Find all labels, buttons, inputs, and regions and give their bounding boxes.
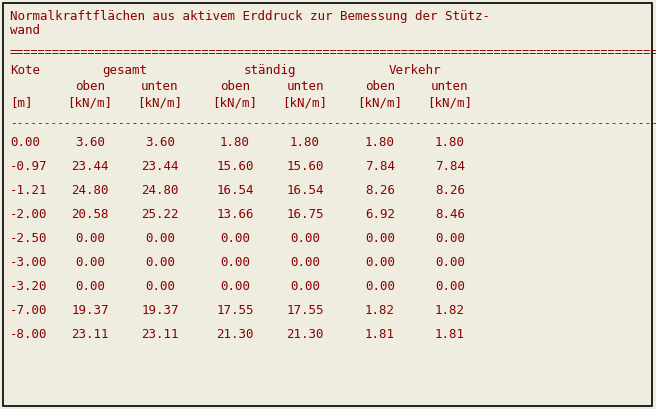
Text: 23.44: 23.44 [72,160,109,173]
Text: 0.00: 0.00 [75,279,105,292]
Text: [kN/m]: [kN/m] [428,96,472,109]
Text: Kote: Kote [10,64,40,77]
Text: [kN/m]: [kN/m] [283,96,327,109]
Text: 7.84: 7.84 [435,160,465,173]
Text: 19.37: 19.37 [141,303,178,316]
Text: 17.55: 17.55 [286,303,324,316]
Text: 0.00: 0.00 [435,231,465,245]
Text: 7.84: 7.84 [365,160,395,173]
Text: [m]: [m] [10,96,33,109]
Text: 0.00: 0.00 [75,231,105,245]
Text: 1.82: 1.82 [365,303,395,316]
Text: 20.58: 20.58 [72,207,109,220]
Text: 0.00: 0.00 [435,279,465,292]
Text: -2.00: -2.00 [10,207,47,220]
Text: 8.46: 8.46 [435,207,465,220]
Text: -1.21: -1.21 [10,184,47,196]
Text: oben: oben [365,80,395,93]
Text: Verkehr: Verkehr [389,64,441,77]
Text: 0.00: 0.00 [145,279,175,292]
Text: 16.54: 16.54 [216,184,254,196]
Text: 0.00: 0.00 [220,279,250,292]
Text: 15.60: 15.60 [216,160,254,173]
Text: unten: unten [286,80,324,93]
Text: 21.30: 21.30 [286,327,324,340]
Text: 1.80: 1.80 [435,136,465,148]
Text: 1.80: 1.80 [220,136,250,148]
Text: wand: wand [10,24,40,37]
Text: [kN/m]: [kN/m] [358,96,403,109]
Text: --------------------------------------------------------------------------------: ----------------------------------------… [10,118,656,128]
Text: 8.26: 8.26 [365,184,395,196]
Text: 0.00: 0.00 [365,255,395,268]
Text: -0.97: -0.97 [10,160,47,173]
Text: 0.00: 0.00 [290,279,320,292]
Text: 16.75: 16.75 [286,207,324,220]
Text: 6.92: 6.92 [365,207,395,220]
Text: 0.00: 0.00 [290,231,320,245]
Text: [kN/m]: [kN/m] [213,96,258,109]
Text: 0.00: 0.00 [220,231,250,245]
Text: 8.26: 8.26 [435,184,465,196]
Text: unten: unten [141,80,178,93]
Text: [kN/m]: [kN/m] [68,96,112,109]
Text: 23.11: 23.11 [141,327,178,340]
Text: -7.00: -7.00 [10,303,47,316]
Text: Normalkraftflächen aus aktivem Erddruck zur Bemessung der Stütz-: Normalkraftflächen aus aktivem Erddruck … [10,10,490,23]
Text: oben: oben [220,80,250,93]
Text: 17.55: 17.55 [216,303,254,316]
Text: 3.60: 3.60 [145,136,175,148]
Text: 0.00: 0.00 [290,255,320,268]
Text: 3.60: 3.60 [75,136,105,148]
Text: [kN/m]: [kN/m] [138,96,182,109]
Text: 1.82: 1.82 [435,303,465,316]
Text: 23.11: 23.11 [72,327,109,340]
Text: 0.00: 0.00 [435,255,465,268]
Text: 0.00: 0.00 [75,255,105,268]
Text: oben: oben [75,80,105,93]
Text: 19.37: 19.37 [72,303,109,316]
Text: 1.80: 1.80 [365,136,395,148]
Text: 0.00: 0.00 [365,231,395,245]
Text: -8.00: -8.00 [10,327,47,340]
Text: 24.80: 24.80 [72,184,109,196]
Text: -3.20: -3.20 [10,279,47,292]
Text: 13.66: 13.66 [216,207,254,220]
Text: 0.00: 0.00 [365,279,395,292]
Text: unten: unten [431,80,469,93]
Text: 1.80: 1.80 [290,136,320,148]
Text: 25.22: 25.22 [141,207,178,220]
Text: 15.60: 15.60 [286,160,324,173]
Text: 0.00: 0.00 [145,255,175,268]
Text: 0.00: 0.00 [145,231,175,245]
Text: -3.00: -3.00 [10,255,47,268]
Text: gesamt: gesamt [102,64,148,77]
Text: 0.00: 0.00 [220,255,250,268]
Text: 21.30: 21.30 [216,327,254,340]
Text: ================================================================================: ========================================… [10,46,656,59]
Text: 0.00: 0.00 [10,136,40,148]
Text: 16.54: 16.54 [286,184,324,196]
Text: 24.80: 24.80 [141,184,178,196]
Text: -2.50: -2.50 [10,231,47,245]
Text: 1.81: 1.81 [365,327,395,340]
Text: ständig: ständig [244,64,297,77]
Text: 1.81: 1.81 [435,327,465,340]
Text: 23.44: 23.44 [141,160,178,173]
